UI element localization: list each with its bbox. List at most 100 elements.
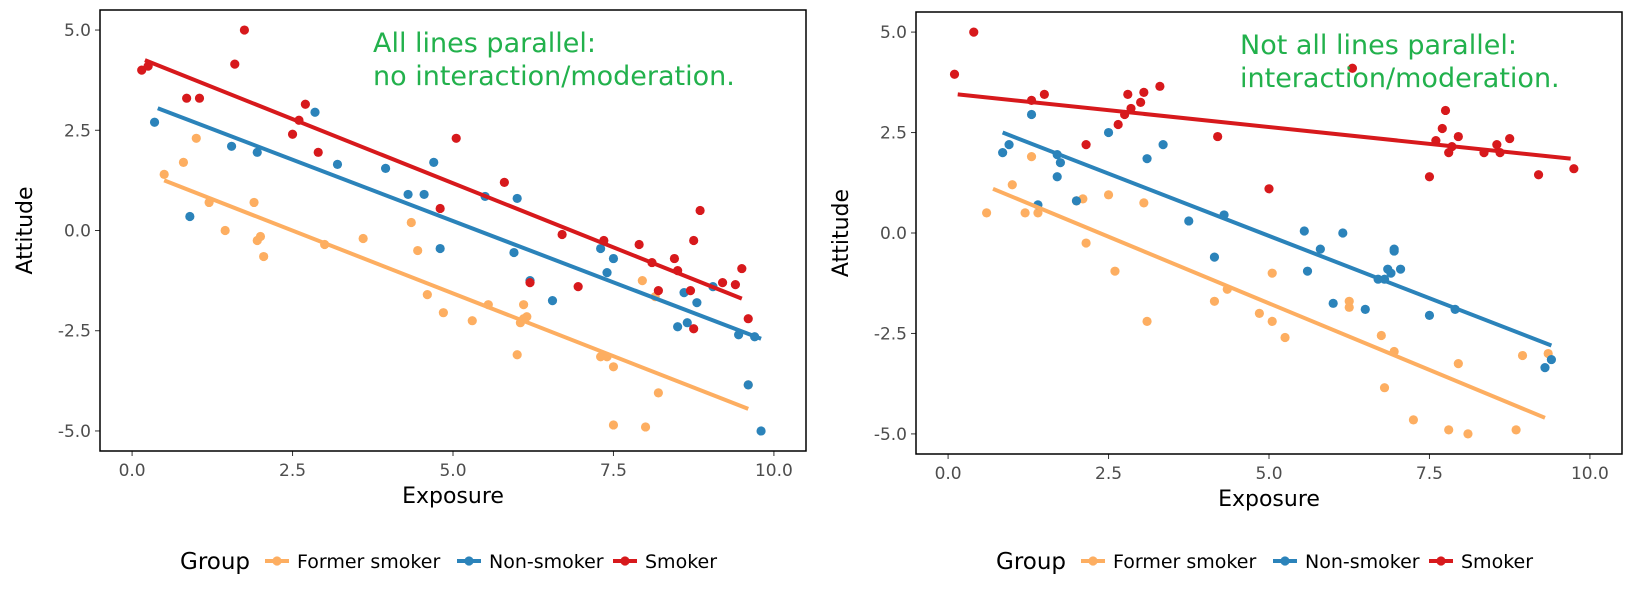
data-point [313,147,323,157]
regression-line [144,58,743,301]
data-point [403,189,413,200]
data-point [435,243,445,254]
data-point [1492,140,1502,150]
data-point [1020,208,1030,218]
data-point [1505,133,1515,144]
data-point [653,388,663,398]
data-point [300,99,310,109]
data-point [512,350,522,360]
y-tick-label: 5.0 [880,23,907,43]
data-point [1344,302,1354,312]
data-point [435,203,445,214]
annotation-line: no interaction/moderation. [373,61,735,92]
data-point [692,298,702,308]
data-point [525,278,535,288]
data-point [573,282,583,292]
data-point [1052,172,1062,182]
data-point [1004,140,1014,150]
data-point [756,426,766,436]
data-point [522,312,532,322]
data-point [1254,308,1264,318]
data-point [669,253,680,264]
data-point [596,352,606,362]
legend-label: Non-smoker [489,551,604,573]
data-point [310,107,320,117]
data-point [1440,105,1451,116]
data-point [332,159,343,169]
data-point [695,205,705,216]
data-point [637,276,647,286]
x-axis-title: Exposure [402,484,504,509]
data-point [1338,228,1348,238]
y-tick-label: -5.0 [58,422,91,442]
data-point [634,239,644,250]
data-point [287,129,298,139]
data-point [1280,332,1290,343]
data-point [1039,89,1049,99]
data-point [1453,358,1463,369]
data-point [1142,316,1152,326]
data-point [1379,383,1390,393]
data-point [509,247,519,258]
data-point [653,286,663,296]
legend-key-point [620,556,630,566]
data-point [1395,264,1406,274]
data-point [1424,310,1435,320]
legend-label: Non-smoker [1305,551,1420,573]
data-point [499,177,509,187]
data-point [685,286,696,296]
x-tick-label: 0.0 [119,461,146,481]
data-point [438,308,448,318]
data-point [406,217,416,228]
data-point [1081,140,1091,150]
x-tick-label: 5.0 [1255,464,1282,484]
data-point [1184,216,1194,226]
x-tick-label: 2.5 [279,461,306,481]
data-point [689,324,699,334]
data-point [1444,425,1454,435]
data-point [249,197,259,208]
data-point [1376,330,1386,341]
data-point [608,362,619,372]
chart-panel-2: 0.0 2.5 5.0 7.5 10.0 5.0 2.5 0.0 -2.5 -5.0 Exposur… [829,11,1623,575]
plot-border [99,9,807,452]
data-point [512,193,522,204]
legend-key-point [464,556,474,566]
data-point [602,267,612,278]
data-point [1540,363,1550,373]
data-point [1453,131,1463,142]
data-point [230,59,240,69]
y-tick-label: -2.5 [58,322,91,342]
data-point [1209,296,1220,306]
data-point [717,278,728,288]
data-point [1026,109,1037,120]
data-point [1267,316,1277,326]
y-tick-label: 0.0 [880,224,907,244]
regression-line [992,186,1546,420]
data-point [178,157,189,167]
data-point [1360,304,1370,314]
data-point [220,225,230,236]
series-non-smoker [149,107,766,436]
data-point [1511,425,1521,435]
regression-line [163,178,749,411]
plot-border [915,11,1623,455]
legend-key-point [1280,556,1290,566]
data-point [1081,238,1091,248]
y-axis-title: Attitude [13,186,38,274]
annotation-line: All lines parallel: [373,28,596,59]
data-point [969,27,979,37]
data-point [239,25,250,35]
data-point [1569,164,1579,174]
data-point [226,141,237,151]
x-tick-label: 7.5 [600,461,627,481]
data-point [689,235,699,246]
data-point [982,208,992,218]
data-point [1209,252,1220,262]
legend: Group Former smoker Non-smoker Smoker [996,549,1533,575]
data-point [1158,140,1168,150]
data-point [1264,184,1274,194]
x-tick-label: 10.0 [1571,464,1609,484]
data-point [1424,172,1435,182]
